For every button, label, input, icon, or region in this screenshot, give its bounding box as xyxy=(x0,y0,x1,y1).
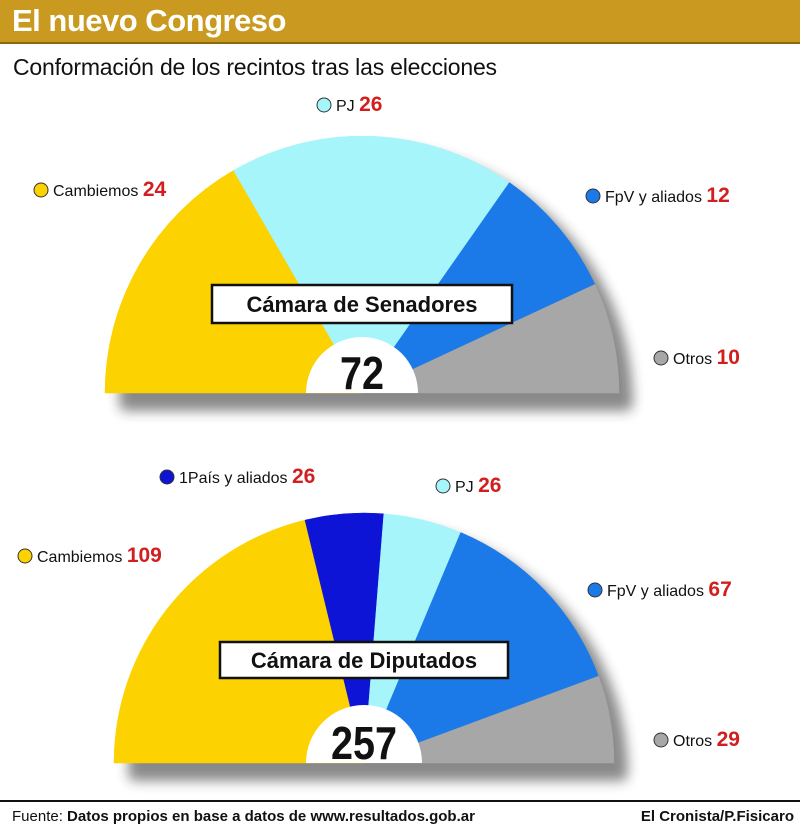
legend-value: 10 xyxy=(717,346,740,369)
legend-value: 26 xyxy=(359,93,382,116)
legend-label: Otros xyxy=(673,733,717,750)
footer-source-prefix: Fuente: xyxy=(12,808,68,825)
legend-fpv-y-aliados: FpV y aliados 12 xyxy=(585,184,730,207)
legend-value: 29 xyxy=(717,728,740,751)
footer-source: Fuente: Datos propios en base a datos de… xyxy=(12,808,475,825)
legend-label: FpV y aliados xyxy=(607,583,708,600)
slice-otros xyxy=(361,284,620,394)
header-bar: El nuevo Congreso xyxy=(0,0,800,44)
legend-dot xyxy=(435,478,451,494)
legend-label: Cambiemos xyxy=(37,549,127,566)
senate-chart: 72 Cámara de Senadores Cambiemos 24 PJ 26 Fp… xyxy=(33,93,740,411)
legend-value: 26 xyxy=(478,474,501,497)
legend-pj: PJ 26 xyxy=(316,93,382,116)
slice-otros xyxy=(363,675,615,764)
page-title: El nuevo Congreso xyxy=(12,3,286,38)
legend-dot xyxy=(653,732,669,748)
legend-dot xyxy=(316,97,332,113)
footer-source-text: Datos propios en base a datos de www.res… xyxy=(67,808,475,825)
svg-text:PJ 26: PJ 26 xyxy=(336,93,382,116)
legend-cambiemos: Cambiemos 109 xyxy=(17,544,162,567)
legend-value: 109 xyxy=(127,544,162,567)
svg-text:Otros 29: Otros 29 xyxy=(673,728,740,751)
charts-canvas: 72 Cámara de Senadores Cambiemos 24 PJ 26 Fp… xyxy=(17,93,740,781)
legend-1pais-y-aliados: 1País y aliados 26 xyxy=(159,465,315,488)
legend-label: PJ xyxy=(336,98,359,115)
legend-label: Cambiemos xyxy=(53,183,143,200)
svg-text:Otros 10: Otros 10 xyxy=(673,346,740,369)
total-circle xyxy=(306,337,418,393)
legend-value: 67 xyxy=(708,578,731,601)
slice-pj xyxy=(233,135,510,394)
legend-value: 26 xyxy=(292,465,315,488)
footer-credit: El Cronista/P.Fisicaro xyxy=(640,808,794,825)
legend-label: Otros xyxy=(673,351,717,368)
svg-text:FpV y aliados 12: FpV y aliados 12 xyxy=(605,184,730,207)
legend-value: 24 xyxy=(143,178,167,201)
legend-cambiemos: Cambiemos 24 xyxy=(33,178,166,201)
legend-label: FpV y aliados xyxy=(605,189,706,206)
svg-text:PJ 26: PJ 26 xyxy=(455,474,501,497)
chamber-title: Cámara de Diputados xyxy=(251,648,477,673)
legend-value: 12 xyxy=(706,184,729,207)
legend-label: 1País y aliados xyxy=(179,470,292,487)
legend-otros: Otros 10 xyxy=(653,346,740,369)
legend-dot xyxy=(33,182,49,198)
legend-label: PJ xyxy=(455,479,478,496)
footer: Fuente: Datos propios en base a datos de… xyxy=(0,800,800,835)
svg-text:1País y aliados 26: 1País y aliados 26 xyxy=(179,465,315,488)
chamber-title-box xyxy=(218,640,510,680)
deputies-chart: 257 Cámara de Diputados Cambiemos 109 1País… xyxy=(17,465,740,781)
legend-pj: PJ 26 xyxy=(435,474,501,497)
legend-dot xyxy=(17,548,33,564)
total-circle xyxy=(306,705,422,763)
legend-fpv-y-aliados: FpV y aliados 67 xyxy=(587,578,732,601)
svg-text:Cambiemos 109: Cambiemos 109 xyxy=(37,544,162,567)
page-subtitle: Conformación de los recintos tras las el… xyxy=(13,54,497,80)
legend-otros: Otros 29 xyxy=(653,728,740,751)
total-seats: 72 xyxy=(340,347,384,399)
slice-cambiemos xyxy=(104,170,363,394)
total-seats: 257 xyxy=(331,717,397,769)
chamber-title: Cámara de Senadores xyxy=(246,292,477,317)
legend-dot xyxy=(159,469,175,485)
legend-dot xyxy=(653,350,669,366)
legend-dot xyxy=(587,582,603,598)
svg-text:FpV y aliados 67: FpV y aliados 67 xyxy=(607,578,732,601)
svg-text:Cambiemos 24: Cambiemos 24 xyxy=(53,178,166,201)
chamber-title-box xyxy=(210,283,514,325)
legend-dot xyxy=(585,188,601,204)
